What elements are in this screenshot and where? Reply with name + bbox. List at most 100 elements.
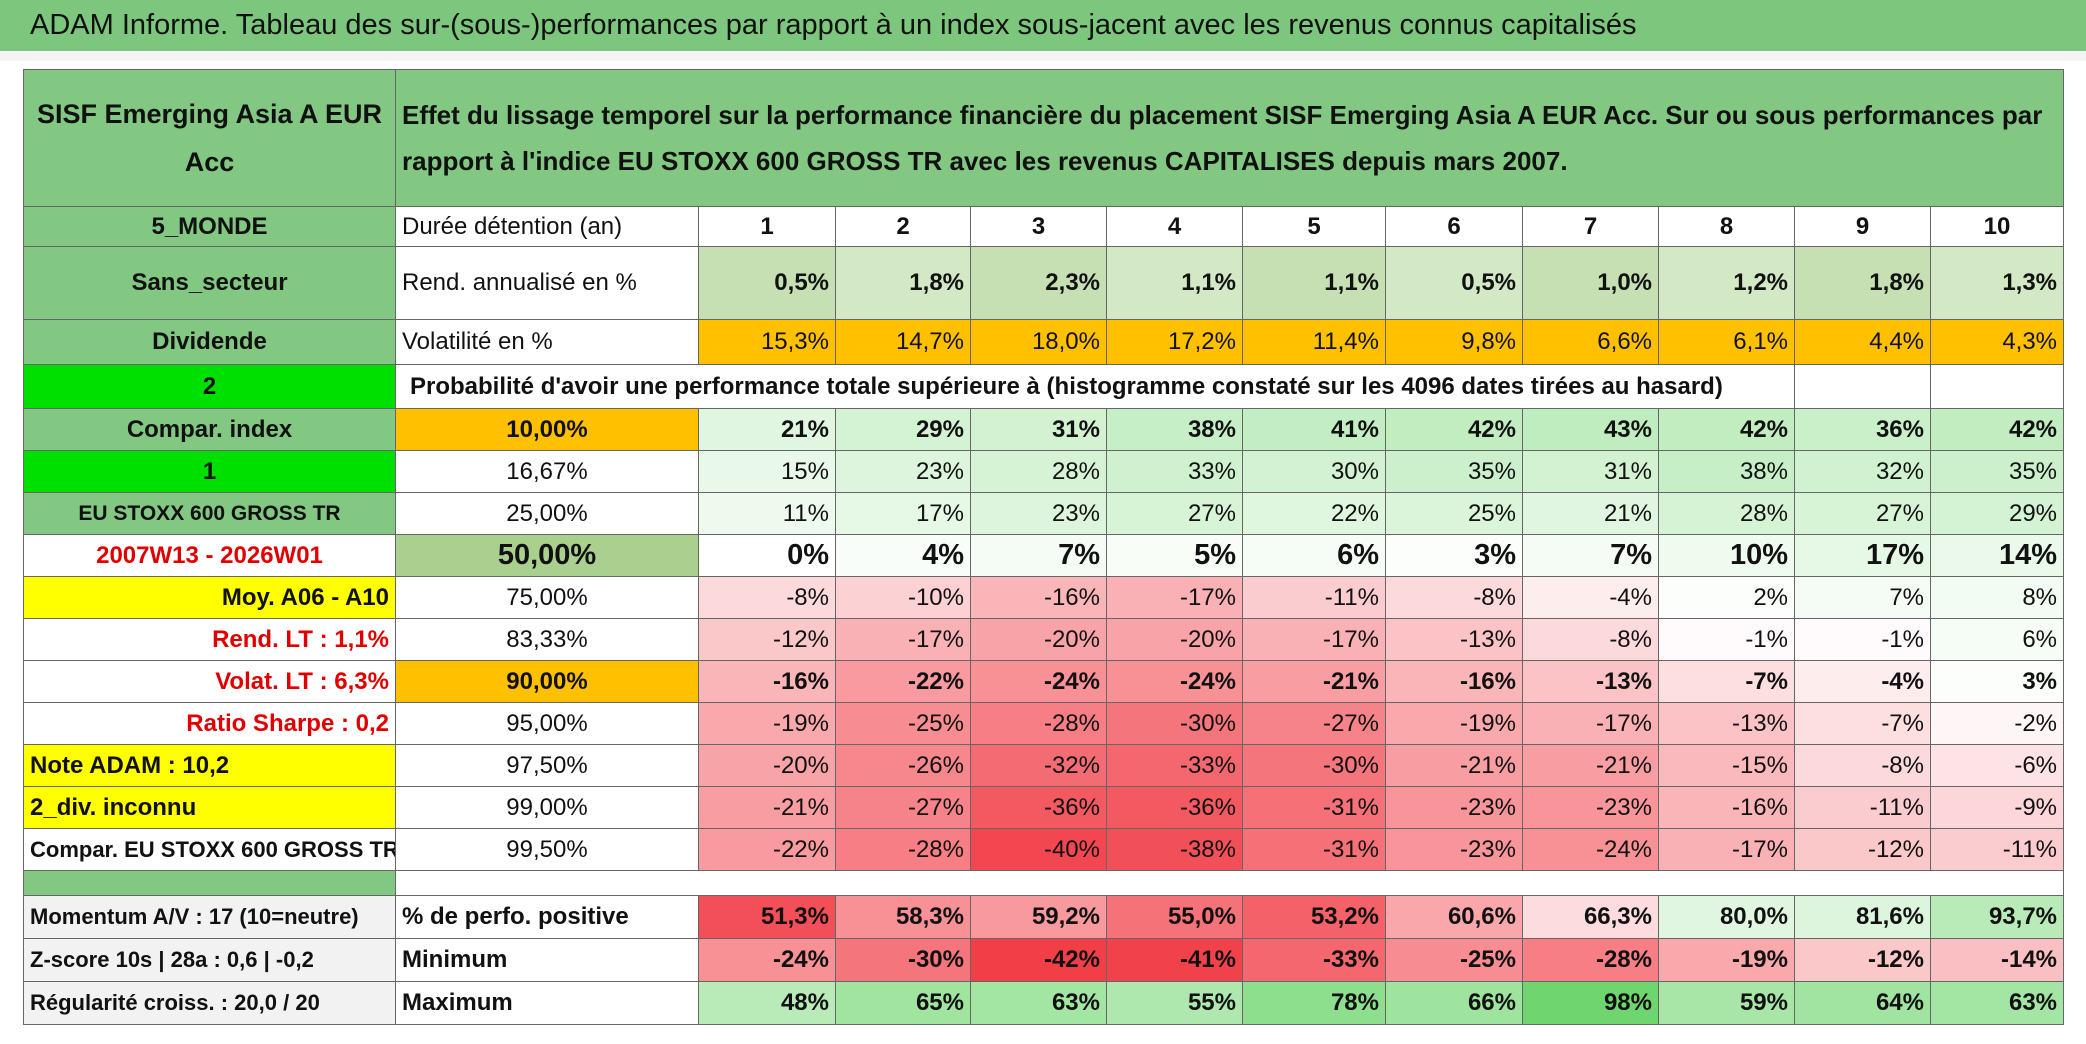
value-cell: 6%	[1929, 618, 2065, 661]
spacer	[394, 870, 2065, 896]
percentile-row: Moy. A06 - A10 75,00% -8% -10% -16% -17% -11% -…	[23, 576, 2065, 619]
value-cell: 93,7%	[1929, 895, 2065, 939]
value-cell: 22%	[1242, 492, 1386, 535]
value-cell: -19%	[1658, 938, 1795, 982]
value-cell: -24%	[970, 660, 1107, 703]
row-label: Rend. LT : 1,1%	[23, 618, 396, 661]
value-cell: 36%	[1794, 408, 1931, 451]
value-cell: 43%	[1522, 408, 1659, 451]
value-cell: 10	[1929, 206, 2065, 247]
value-cell: 3%	[1929, 660, 2065, 703]
value-cell: 1,2%	[1658, 246, 1795, 320]
value-cell: -30%	[1106, 702, 1243, 745]
percentile: 90,00%	[395, 660, 699, 703]
value-cell: 6,6%	[1522, 319, 1659, 365]
probability-text: Probabilité d'avoir une performance tota…	[395, 364, 1795, 409]
value-cell: -30%	[1242, 744, 1386, 787]
row-label: Compar. index	[23, 408, 396, 451]
value-cell: 81,6%	[1794, 895, 1931, 939]
value-cell: 7%	[1794, 576, 1931, 619]
row-label: Momentum A/V : 17 (10=neutre)	[23, 895, 396, 939]
value-cell: 1,0%	[1522, 246, 1659, 320]
value-cell: -25%	[835, 702, 971, 745]
value-cell: -8%	[698, 576, 836, 619]
value-cell: -7%	[1794, 702, 1931, 745]
value-cell: 23%	[970, 492, 1107, 535]
row-label: Moy. A06 - A10	[23, 576, 396, 619]
value-cell: -16%	[698, 660, 836, 703]
value-cell: -32%	[970, 744, 1107, 787]
value-cell: -11%	[1794, 786, 1931, 829]
value-cell: 1	[698, 206, 836, 247]
value-cell: -33%	[1242, 938, 1386, 982]
value-cell: -22%	[698, 828, 836, 871]
value-cell: 31%	[1522, 450, 1659, 493]
value-cell: 0%	[698, 534, 836, 577]
value-cell: -20%	[698, 744, 836, 787]
value-cell: -28%	[970, 702, 1107, 745]
value-cell: 58,3%	[835, 895, 971, 939]
value-cell: -21%	[698, 786, 836, 829]
row-label: Régularité croiss. : 20,0 / 20	[23, 981, 396, 1025]
value-cell: -24%	[1522, 828, 1659, 871]
percentile: 16,67%	[395, 450, 699, 493]
value-cell: -16%	[1658, 786, 1795, 829]
value-cell: 21%	[698, 408, 836, 451]
info-row: Sans_secteur Rend. annualisé en % 0,5% 1,8%…	[23, 246, 2065, 320]
value-cell: -17%	[835, 618, 971, 661]
info-row: Dividende Volatilité en % 15,3% 14,7% 18,0% 1…	[23, 319, 2065, 365]
value-cell: 17%	[1794, 534, 1931, 577]
spacer-row	[23, 870, 2065, 896]
value-cell: -28%	[835, 828, 971, 871]
row-name: Rend. annualisé en %	[395, 246, 699, 320]
value-cell: 66,3%	[1522, 895, 1659, 939]
value-cell: -17%	[1106, 576, 1243, 619]
value-cell: -23%	[1522, 786, 1659, 829]
value-cell: -16%	[970, 576, 1107, 619]
row-name: Minimum	[395, 938, 699, 982]
value-cell: -16%	[1385, 660, 1523, 703]
value-cell: -14%	[1929, 938, 2065, 982]
value-cell: 33%	[1106, 450, 1243, 493]
value-cell: 29%	[835, 408, 971, 451]
summary-row: Z-score 10s | 28a : 0,6 | -0,2 Minimum -24…	[23, 938, 2065, 982]
fund-name: SISF Emerging Asia A EUR Acc	[23, 69, 396, 207]
value-cell: -27%	[1242, 702, 1386, 745]
value-cell: -21%	[1242, 660, 1386, 703]
value-cell: 64%	[1794, 981, 1931, 1025]
value-cell: -23%	[1385, 828, 1523, 871]
row-label: 5_MONDE	[23, 206, 396, 247]
value-cell: 38%	[1106, 408, 1243, 451]
value-cell: -8%	[1794, 744, 1931, 787]
value-cell: 15,3%	[698, 319, 836, 365]
value-cell: 42%	[1385, 408, 1523, 451]
value-cell: 78%	[1242, 981, 1386, 1025]
value-cell: 2	[835, 206, 971, 247]
value-cell: 30%	[1242, 450, 1386, 493]
value-cell: -11%	[1242, 576, 1386, 619]
value-cell: 1,1%	[1242, 246, 1386, 320]
row-name: Durée détention (an)	[395, 206, 699, 247]
value-cell: 53,2%	[1242, 895, 1386, 939]
value-cell: 63%	[970, 981, 1107, 1025]
value-cell: -23%	[1385, 786, 1523, 829]
value-cell: 31%	[970, 408, 1107, 451]
performance-table: SISF Emerging Asia A EUR Acc Effet du lis…	[23, 69, 2065, 1025]
value-cell: 8	[1658, 206, 1795, 247]
percentile-row: 1 16,67% 15% 23% 28% 33% 30% 35% 31% 38% 32% 35%	[23, 450, 2065, 493]
value-cell: -1%	[1658, 618, 1795, 661]
row-label: 1	[23, 450, 396, 493]
value-cell: 6,1%	[1658, 319, 1795, 365]
value-cell: 80,0%	[1658, 895, 1795, 939]
value-cell: 28%	[970, 450, 1107, 493]
row-label: 2007W13 - 2026W01	[23, 534, 396, 577]
value-cell: -7%	[1658, 660, 1795, 703]
percentile-row: Rend. LT : 1,1% 83,33% -12% -17% -20% -20% -17…	[23, 618, 2065, 661]
value-cell: 51,3%	[698, 895, 836, 939]
row-label: Sans_secteur	[23, 246, 396, 320]
value-cell: -36%	[970, 786, 1107, 829]
value-cell: 11%	[698, 492, 836, 535]
value-cell: 98%	[1522, 981, 1659, 1025]
row-label: Ratio Sharpe : 0,2	[23, 702, 396, 745]
